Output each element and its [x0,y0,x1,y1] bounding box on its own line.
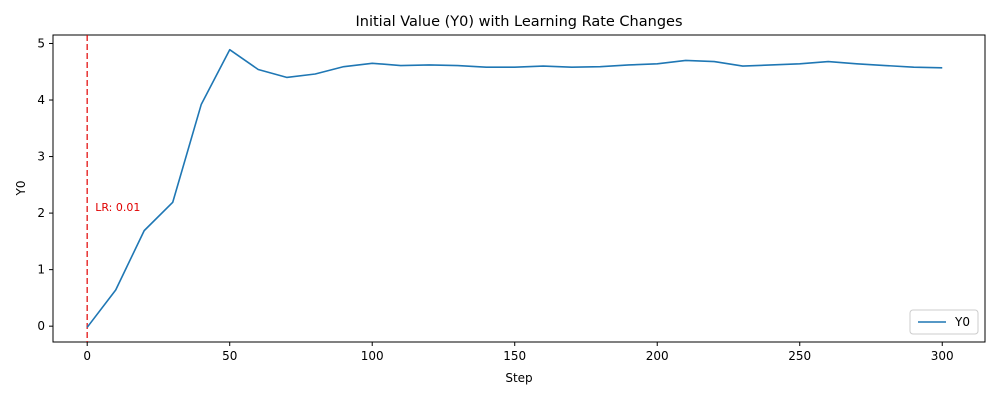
x-tick-label: 300 [931,349,954,363]
y-tick-label: 1 [37,263,45,277]
legend-label: Y0 [954,315,970,329]
chart-title: Initial Value (Y0) with Learning Rate Ch… [355,14,682,30]
y-tick-label: 5 [37,36,45,50]
series-group [86,48,943,328]
y-tick-label: 0 [37,319,45,333]
x-tick-label: 200 [646,349,669,363]
learning-rate-markers: LR: 0.01 [86,35,140,342]
y-axis-label: Y0 [14,181,28,197]
series-line-y0 [86,48,943,328]
y-tick-label: 3 [37,150,45,164]
x-tick-label: 100 [361,349,384,363]
x-tick-label: 250 [788,349,811,363]
y-axis-ticks: 0 1 2 3 4 5 [37,36,53,333]
x-tick-label: 50 [222,349,237,363]
x-tick-label: 0 [83,349,91,363]
x-tick-label: 150 [503,349,526,363]
legend: Y0 [909,309,979,335]
plot-area [52,34,986,343]
y-tick-label: 2 [37,206,45,220]
x-axis-label: Step [505,371,532,385]
lr-marker-label: LR: 0.01 [95,201,140,214]
x-axis-ticks: 0 50 100 150 200 250 300 [83,342,954,363]
y-tick-label: 4 [37,93,45,107]
